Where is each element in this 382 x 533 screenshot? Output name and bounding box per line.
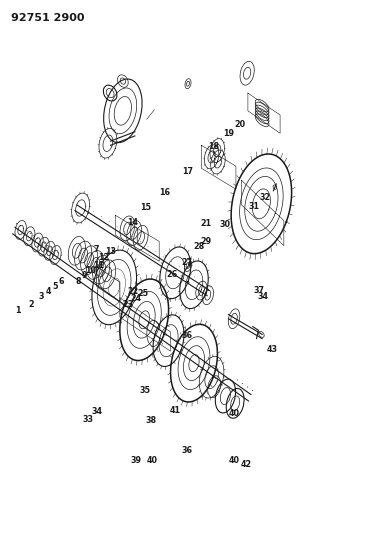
Text: 30: 30	[219, 220, 230, 229]
Text: 11: 11	[93, 261, 104, 270]
Text: 12: 12	[99, 253, 110, 262]
Text: 31: 31	[248, 202, 259, 211]
Text: 9: 9	[82, 271, 87, 280]
Text: 5: 5	[52, 282, 57, 291]
Text: 35: 35	[140, 386, 151, 395]
Text: 29: 29	[201, 237, 212, 246]
Text: 6: 6	[59, 277, 64, 286]
Text: 34: 34	[257, 292, 269, 301]
Text: 18: 18	[209, 142, 220, 151]
Text: 43: 43	[267, 344, 278, 353]
Text: 38: 38	[145, 416, 156, 425]
Text: 7: 7	[94, 245, 99, 254]
Text: 40: 40	[228, 409, 240, 418]
Text: 8: 8	[75, 277, 81, 286]
Text: 36: 36	[181, 331, 192, 340]
Text: 23: 23	[123, 300, 134, 309]
Text: 33: 33	[83, 415, 94, 424]
Text: 40: 40	[146, 456, 157, 465]
Text: 26: 26	[166, 270, 177, 279]
Text: 37: 37	[254, 286, 265, 295]
Text: 19: 19	[223, 129, 234, 138]
Text: 20: 20	[235, 120, 246, 129]
Text: 13: 13	[105, 247, 116, 256]
Text: 40: 40	[228, 456, 240, 465]
Text: 24: 24	[130, 294, 141, 303]
Text: 10: 10	[85, 266, 96, 275]
Text: 32: 32	[259, 193, 271, 202]
Text: 36: 36	[181, 446, 192, 455]
Text: 2: 2	[28, 300, 34, 309]
Text: 3: 3	[39, 292, 44, 301]
Text: 17: 17	[182, 167, 193, 176]
Text: 42: 42	[241, 461, 252, 470]
Text: 27: 27	[181, 258, 192, 267]
Text: 21: 21	[201, 219, 212, 228]
Text: 34: 34	[91, 407, 102, 416]
Text: 28: 28	[194, 242, 205, 251]
Text: 92751 2900: 92751 2900	[11, 13, 85, 23]
Text: 22: 22	[127, 287, 139, 296]
Text: 41: 41	[170, 406, 181, 415]
Text: 39: 39	[130, 456, 141, 465]
Text: 15: 15	[140, 204, 151, 213]
Text: 16: 16	[159, 188, 170, 197]
Text: 4: 4	[45, 287, 51, 296]
Text: 14: 14	[128, 217, 138, 227]
Text: 25: 25	[138, 289, 149, 298]
Text: 1: 1	[15, 306, 21, 316]
